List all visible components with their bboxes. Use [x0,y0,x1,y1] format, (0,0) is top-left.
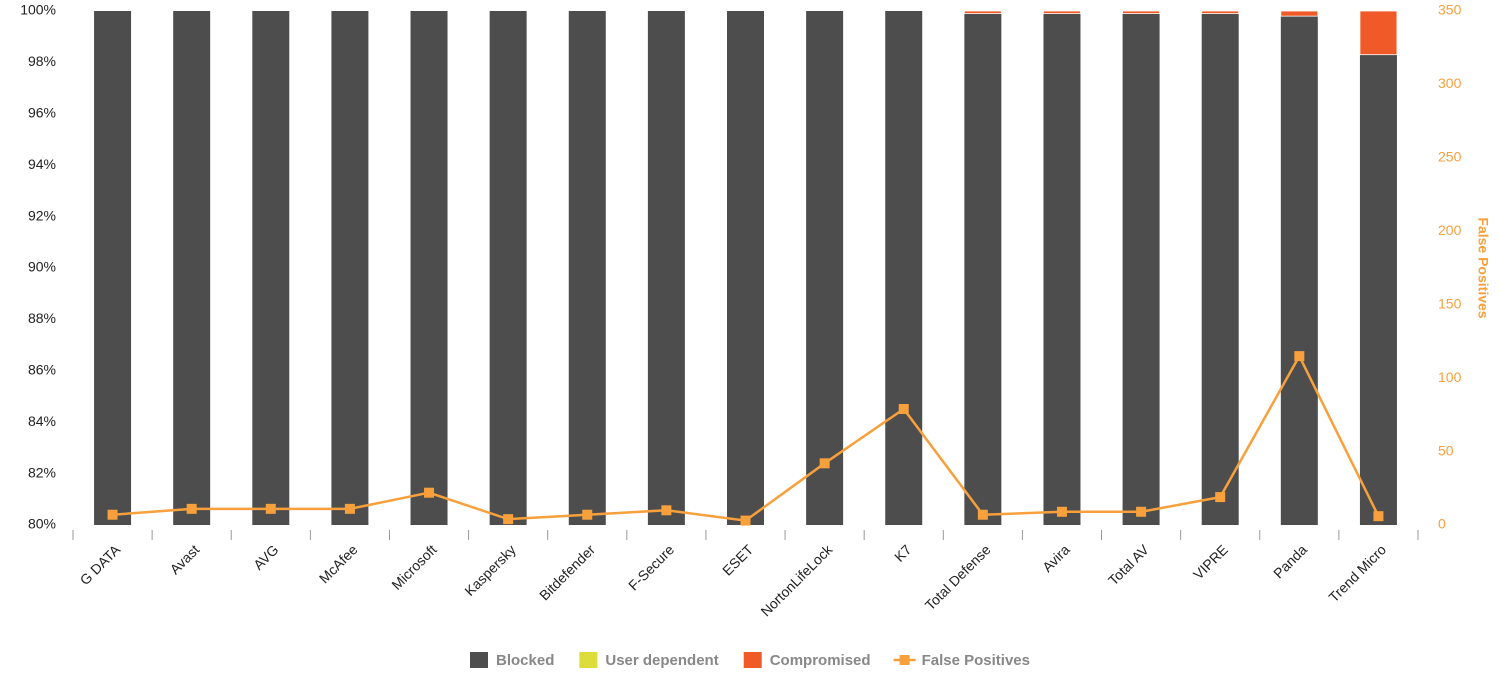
legend-swatch [899,655,910,665]
y-tick-label: 86% [28,362,56,378]
x-tick-label: Avast [167,541,203,577]
y2-tick-label: 350 [1438,2,1462,18]
line-marker [977,509,988,520]
bar-segment [885,11,923,525]
bar-segment [1359,54,1397,525]
legend-label: Compromised [770,652,871,669]
y-tick-label: 80% [28,516,56,532]
x-tick-label: VIPRE [1190,541,1231,582]
bar-segment [1043,10,1081,14]
legend-swatch [470,652,488,668]
bar-segment [94,11,132,525]
line-marker [1056,506,1067,517]
line-marker [186,503,197,514]
legend-label: User dependent [605,652,718,669]
bar-segment [173,11,211,525]
y-tick-label: 90% [28,259,56,275]
y-tick-label: 96% [28,105,56,121]
bar-segment [410,11,448,525]
line-marker [1373,511,1384,522]
x-tick-label: Trend Micro [1325,541,1389,605]
bar-segment [1201,13,1239,525]
bar-segment [963,10,1002,14]
line-marker [819,458,830,469]
legend-label: False Positives [922,652,1030,669]
legend-label: Blocked [496,652,554,669]
bar-segment [1122,13,1160,525]
x-tick-label: NortonLifeLock [757,541,836,620]
legend-swatch [743,652,762,668]
y2-tick-label: 250 [1438,149,1462,165]
line-marker [1136,506,1147,517]
line-marker [424,487,435,498]
y2-tick-label: 200 [1438,222,1462,238]
y2-tick-label: 50 [1438,442,1454,458]
x-tick-label: Bitdefender [536,541,598,603]
x-tick-label: Total AV [1105,541,1152,588]
bar-segment [727,11,764,525]
x-tick-label: G DATA [77,541,124,588]
x-tick-label: Avira [1039,541,1073,575]
bar-segment [1122,10,1160,14]
legend-item[interactable]: Compromised [743,652,871,669]
x-tick-label: Microsoft [388,541,440,593]
bar-segment [1280,10,1319,17]
bar-segment [1280,16,1318,525]
y2-tick-label: 150 [1438,295,1462,311]
y-tick-label: 100% [20,2,56,18]
bar-segment [1043,13,1081,525]
x-tick-label: K7 [891,541,915,565]
y-tick-label: 82% [28,464,56,480]
line-marker [107,509,118,520]
bar-segment [331,11,369,525]
x-tick-label: AVG [250,541,281,572]
legend-swatch [579,652,598,668]
x-tick-label: McAfee [316,541,361,586]
line-marker [265,503,276,514]
bar-segment [568,11,606,525]
legend: Blocked User dependent Compromised False Po… [470,652,1030,669]
y-tick-label: 88% [28,310,56,326]
bar-segment [489,11,527,525]
bar-segment [806,11,844,525]
x-tick-label: F-Secure [625,541,677,593]
line-marker [1215,492,1226,503]
legend-item[interactable]: False Positives [893,652,1030,669]
y-tick-label: 94% [28,156,56,172]
x-tick-label: Total Defense [922,541,994,613]
bar-segment [252,11,290,525]
x-tick-label: ESET [719,541,756,578]
line-marker [661,505,672,516]
x-tick-label: Kaspersky [461,541,519,599]
y2-tick-label: 100 [1438,369,1462,385]
y2-tick-label: 300 [1438,75,1462,91]
legend-item[interactable]: User dependent [579,652,719,669]
y-tick-label: 98% [28,53,56,69]
y-tick-label: 84% [28,413,56,429]
bar-segment [647,11,685,525]
bar-segment [964,13,1002,525]
line-marker [898,403,909,414]
line-marker [740,515,751,526]
y2-tick-label: 0 [1438,516,1446,532]
line-marker [503,514,514,525]
y2-axis-title: False Positives [1475,217,1491,318]
bar-segment [1359,10,1398,56]
y-tick-label: 92% [28,207,56,223]
line-marker [582,509,593,520]
legend-item[interactable]: Blocked [470,652,554,669]
line-marker [344,503,355,514]
line-marker [1294,351,1305,362]
x-tick-label: Panda [1270,541,1310,581]
bar-segment [1201,10,1240,14]
